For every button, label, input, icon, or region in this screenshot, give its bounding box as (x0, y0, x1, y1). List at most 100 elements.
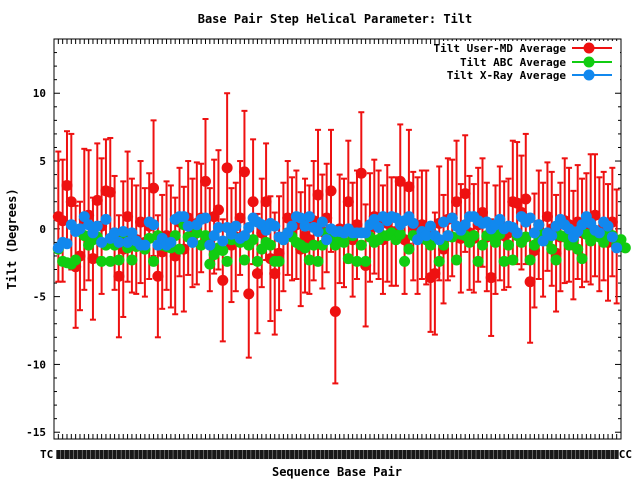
x-tick-label-mark (181, 450, 186, 459)
data-point (355, 239, 367, 251)
x-tick-label-mark (528, 450, 533, 459)
x-tick-label-mark (168, 450, 173, 459)
x-tick-label-mark (212, 450, 217, 459)
data-point (360, 227, 372, 239)
x-tick-label-mark (186, 450, 191, 459)
data-point (295, 212, 307, 224)
x-tick-label-mark (281, 450, 286, 459)
x-tick-label-mark (268, 450, 273, 459)
data-point (407, 217, 419, 229)
data-point (96, 255, 108, 267)
x-tick-label-mark (601, 450, 606, 459)
data-point (238, 254, 250, 266)
x-tick-label-mark (467, 450, 472, 459)
x-tick-label-mark (73, 450, 78, 459)
x-tick-label-mark (116, 450, 121, 459)
data-point (442, 230, 454, 242)
data-point (91, 194, 103, 206)
x-tick-label-mark (82, 450, 87, 459)
x-tick-label-mark (277, 450, 282, 459)
data-point (459, 188, 471, 200)
x-tick-label-mark (415, 450, 420, 459)
data-point (498, 255, 510, 267)
x-tick-label-mark (597, 450, 602, 459)
data-point (247, 196, 259, 208)
x-tick-label-mark (311, 450, 316, 459)
data-point (61, 238, 73, 250)
x-tick-label-mark (303, 450, 308, 459)
x-tick-label-mark (510, 450, 515, 459)
series-layer (52, 92, 631, 385)
x-tick-label-mark (69, 450, 74, 459)
data-point (204, 258, 216, 270)
x-tick-label-mark (562, 450, 567, 459)
x-tick-label-mark (506, 450, 511, 459)
x-tick-label-mark (333, 450, 338, 459)
x-tick-label-mark (164, 450, 169, 459)
x-tick-label-mark (489, 450, 494, 459)
x-tick-label-mark (194, 450, 199, 459)
x-tick-label-mark (523, 450, 528, 459)
x-tick-label-mark (233, 450, 238, 459)
legend-marker-user-md (583, 42, 595, 54)
data-point (520, 193, 532, 205)
data-point (563, 223, 575, 235)
data-point (524, 212, 536, 224)
data-point (70, 254, 82, 266)
x-tick-label-mark (549, 450, 554, 459)
data-point (299, 220, 311, 232)
data-point (399, 255, 411, 267)
data-point (507, 254, 519, 266)
data-point (113, 270, 125, 282)
x-tick-label-mark (419, 450, 424, 459)
x-tick-label-mark (225, 450, 230, 459)
x-tick-label-mark (155, 450, 160, 459)
data-point (615, 234, 627, 246)
x-tick-label-mark (588, 450, 593, 459)
data-point (451, 196, 463, 208)
data-point (212, 204, 224, 216)
data-point (135, 216, 147, 228)
data-point (312, 189, 324, 201)
data-point (325, 185, 337, 197)
data-point (269, 220, 281, 232)
data-point (282, 212, 294, 224)
data-point (247, 234, 259, 246)
x-tick-label-mark (86, 450, 91, 459)
data-point (312, 226, 324, 238)
data-point (338, 236, 350, 248)
data-point (546, 230, 558, 242)
data-point (528, 239, 540, 251)
data-point (230, 220, 242, 232)
x-tick-label-mark (580, 450, 585, 459)
data-point (373, 221, 385, 233)
x-tick-label-mark (160, 450, 165, 459)
x-tick-label-mark (229, 450, 234, 459)
data-point (485, 272, 497, 284)
data-point (342, 196, 354, 208)
x-tick-label-mark (238, 450, 243, 459)
data-point (394, 175, 406, 187)
data-point (342, 253, 354, 265)
x-tick-label-mark (129, 450, 134, 459)
data-point (394, 228, 406, 240)
data-point (537, 235, 549, 247)
data-point (152, 270, 164, 282)
data-point (113, 254, 125, 266)
x-tick-label-mark (393, 450, 398, 459)
legend-label-abc: Tilt ABC Average (460, 56, 566, 69)
x-tick-label-mark (147, 450, 152, 459)
x-tick-label-mark (95, 450, 100, 459)
x-tick-label-mark (454, 450, 459, 459)
data-point (225, 228, 237, 240)
x-tick-label-mark (437, 450, 442, 459)
x-tick-label-mark (575, 450, 580, 459)
data-point (321, 234, 333, 246)
data-point (611, 242, 623, 254)
x-tick-label-mark (341, 450, 346, 459)
x-tick-label-mark (424, 450, 429, 459)
x-tick-label-mark (385, 450, 390, 459)
data-point (619, 242, 631, 254)
data-point (576, 253, 588, 265)
